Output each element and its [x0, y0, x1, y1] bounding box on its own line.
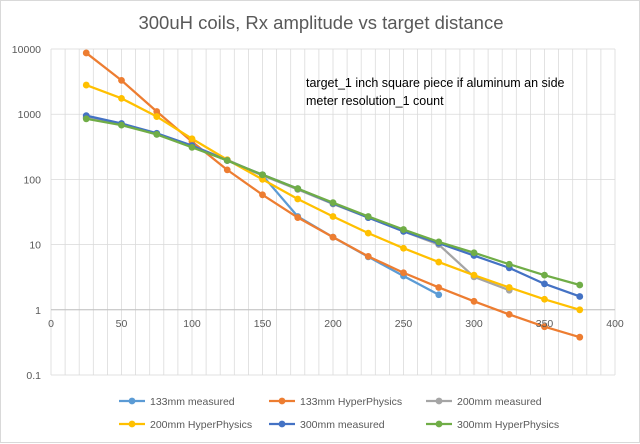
legend-marker	[435, 420, 443, 428]
x-tick-label: 200	[324, 318, 342, 330]
data-point	[153, 130, 161, 138]
legend-marker	[435, 397, 443, 405]
data-point	[82, 115, 90, 123]
data-point	[470, 249, 478, 257]
data-point	[435, 284, 443, 291]
legend-marker	[278, 420, 286, 428]
data-point	[541, 323, 548, 331]
series-layer	[82, 49, 584, 341]
data-point	[470, 271, 478, 279]
data-point	[470, 297, 478, 305]
x-tick-label: 400	[606, 318, 624, 330]
x-tick-label: 250	[395, 318, 413, 330]
data-point	[188, 143, 196, 151]
annotation-line-1: target_1 inch square piece if aluminum a…	[306, 76, 565, 90]
data-point	[435, 238, 443, 246]
data-point	[576, 281, 584, 289]
data-point	[505, 260, 513, 268]
data-point	[188, 135, 196, 143]
data-point	[505, 284, 513, 291]
data-point	[118, 121, 125, 129]
x-tick-label: 0	[48, 318, 54, 330]
data-point	[82, 81, 90, 89]
y-tick-label: 100	[23, 174, 41, 186]
legend-label: 300mm HyperPhysics	[457, 419, 559, 431]
legend-item[interactable]: 300mm HyperPhysics	[426, 419, 559, 431]
data-point	[294, 195, 302, 203]
data-point	[329, 213, 337, 220]
y-tick-label: 10000	[12, 44, 41, 56]
chart-title: 300uH coils, Rx amplitude vs target dist…	[138, 12, 503, 33]
data-point	[400, 226, 407, 233]
y-tick-label: 10	[29, 240, 41, 252]
legend-label: 200mm measured	[457, 396, 542, 408]
x-tick-label: 150	[254, 318, 272, 330]
data-point	[576, 306, 584, 314]
data-point	[329, 199, 337, 207]
data-point	[223, 157, 231, 164]
data-point	[118, 76, 125, 84]
data-point	[294, 214, 302, 221]
legend-label: 200mm HyperPhysics	[150, 419, 252, 431]
x-axis-ticks: 0 50 100 150 200 250 300 350 400	[48, 318, 624, 330]
data-point	[400, 269, 407, 277]
legend-item[interactable]: 300mm measured	[269, 419, 385, 431]
data-point	[82, 49, 90, 57]
legend-label: 300mm measured	[300, 419, 385, 431]
data-point	[118, 94, 125, 102]
y-tick-label: 0.1	[26, 370, 41, 382]
data-point	[329, 233, 337, 241]
x-tick-label: 300	[465, 318, 483, 330]
data-point	[364, 229, 372, 237]
data-point	[435, 291, 443, 299]
data-point	[153, 113, 161, 120]
data-point	[259, 191, 266, 199]
data-point	[223, 166, 231, 174]
data-point	[294, 185, 302, 193]
x-tick-label: 50	[116, 318, 128, 330]
legend: 133mm measured 133mm HyperPhysics 200mm me…	[119, 396, 559, 431]
annotation-line-2: meter resolution_1 count	[306, 94, 444, 108]
y-tick-label: 1	[35, 305, 41, 317]
legend-label: 133mm measured	[150, 396, 235, 408]
data-point	[541, 280, 548, 288]
data-point	[576, 293, 584, 300]
data-point	[259, 171, 266, 179]
series-6	[82, 115, 584, 289]
legend-marker	[128, 397, 136, 405]
legend-marker	[278, 397, 286, 405]
annotation: target_1 inch square piece if aluminum a…	[306, 76, 565, 108]
legend-item[interactable]: 133mm HyperPhysics	[269, 396, 402, 408]
legend-marker	[128, 420, 136, 428]
data-point	[259, 176, 266, 183]
x-tick-label: 350	[536, 318, 554, 330]
data-point	[541, 295, 548, 303]
data-point	[435, 258, 443, 266]
x-tick-label: 100	[183, 318, 201, 330]
data-point	[505, 311, 513, 318]
data-point	[576, 333, 584, 341]
data-point	[364, 213, 372, 220]
legend-item[interactable]: 200mm measured	[426, 396, 542, 408]
y-tick-label: 1000	[18, 109, 42, 121]
legend-label: 133mm HyperPhysics	[300, 396, 402, 408]
data-point	[541, 271, 548, 279]
y-axis-ticks: 0.1 1 10 100 1000 10000	[12, 44, 41, 382]
data-point	[364, 252, 372, 260]
series-4	[82, 81, 584, 314]
grid	[50, 48, 616, 376]
legend-item[interactable]: 200mm HyperPhysics	[119, 419, 252, 431]
legend-item[interactable]: 133mm measured	[119, 396, 235, 408]
data-point	[153, 108, 161, 115]
data-point	[400, 244, 407, 252]
